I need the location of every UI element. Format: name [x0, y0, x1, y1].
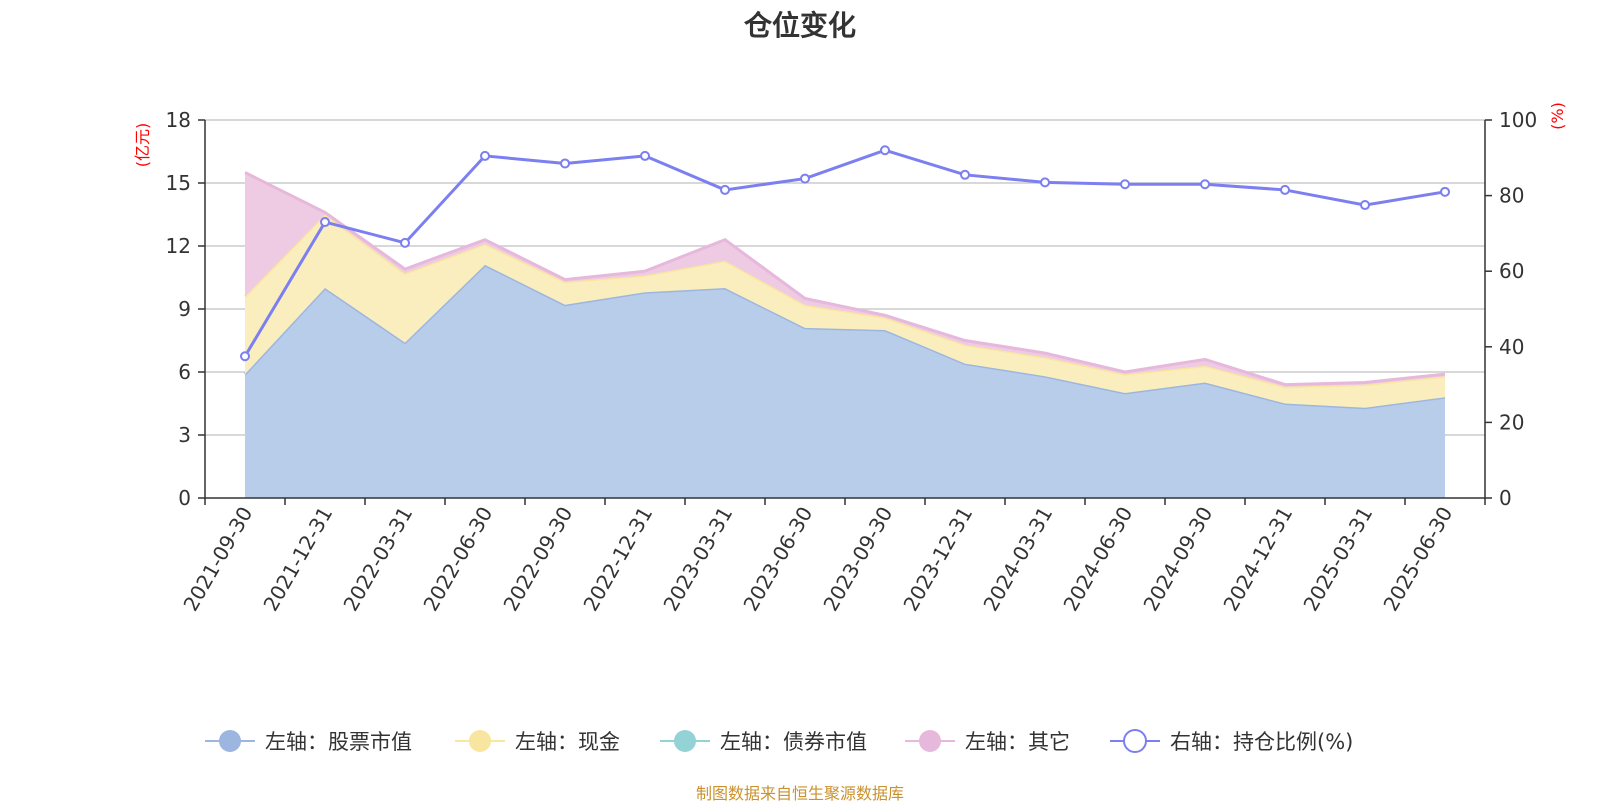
- x-axis-tick-label: 2024-09-30: [1138, 503, 1217, 616]
- ratio-point: [560, 158, 570, 169]
- left-axis-tick-label: 0: [178, 486, 191, 510]
- x-axis-tick-label: 2025-06-30: [1378, 503, 1457, 616]
- x-axis-tick-label: 2022-09-30: [498, 503, 577, 616]
- legend-marker: [219, 730, 241, 752]
- right-axis-tick-label: 80: [1499, 184, 1524, 208]
- line-series: [240, 145, 1450, 362]
- right-axis-tick-label: 40: [1499, 335, 1524, 359]
- ratio-point: [1200, 179, 1210, 190]
- legend-marker: [469, 730, 491, 752]
- x-axis-tick-label: 2025-03-31: [1298, 503, 1377, 616]
- left-axis-tick-label: 3: [178, 423, 191, 447]
- ratio-point: [960, 169, 970, 180]
- legend-item: 右轴：持仓比例(%): [1110, 729, 1353, 754]
- area-line: [244, 171, 1446, 387]
- legend-marker: [919, 730, 941, 752]
- legend-label: 左轴：现金: [515, 730, 620, 754]
- x-axis-tick-label: 2023-09-30: [818, 503, 897, 616]
- legend-item: 左轴：现金: [455, 730, 620, 754]
- area-fill: [245, 264, 1445, 498]
- x-axis-tick-label: 2024-06-30: [1058, 503, 1137, 616]
- x-axis-tick-label: 2022-12-31: [578, 503, 657, 616]
- ratio-point: [880, 145, 890, 156]
- legend-item: 左轴：股票市值: [205, 730, 412, 754]
- legend-label: 左轴：股票市值: [265, 730, 412, 754]
- right-axis-tick-label: 0: [1499, 486, 1512, 510]
- right-axis-unit: (%): [1548, 102, 1567, 130]
- ratio-point: [240, 351, 250, 362]
- legend-label: 左轴：债券市值: [720, 730, 867, 754]
- area-series: [243, 171, 1446, 498]
- x-axis-tick-label: 2022-06-30: [418, 503, 497, 616]
- left-axis-unit: (亿元): [133, 123, 152, 168]
- ratio-point: [1440, 186, 1450, 197]
- x-axis-tick-label: 2024-03-31: [978, 503, 1057, 616]
- data-source-note: 制图数据来自恒生聚源数据库: [695, 784, 904, 803]
- ratio-point: [1120, 179, 1130, 190]
- x-axis-tick-label: 2021-12-31: [258, 503, 337, 616]
- legend: 左轴：股票市值 左轴：现金 左轴：债券市值 左轴：其它 右轴：持仓比例(%): [205, 729, 1353, 754]
- x-axis-tick-label: 2024-12-31: [1218, 503, 1297, 616]
- ratio-point: [480, 150, 490, 161]
- ratio-point: [1040, 177, 1050, 188]
- x-axis-tick-label: 2023-03-31: [658, 503, 737, 616]
- ratio-point: [1360, 200, 1370, 211]
- chart-title: 仓位变化: [743, 9, 856, 42]
- legend-marker: [1123, 729, 1147, 753]
- left-axis-tick-label: 18: [166, 108, 191, 132]
- legend-item: 左轴：其它: [905, 730, 1070, 754]
- left-axis-tick-label: 6: [178, 360, 191, 384]
- ratio-point: [640, 150, 650, 161]
- ratio-point: [320, 217, 330, 228]
- ratio-point: [720, 184, 730, 195]
- right-axis-tick-label: 20: [1499, 410, 1524, 434]
- x-axis-tick-label: 2021-09-30: [178, 503, 257, 616]
- ratio-point: [1280, 184, 1290, 195]
- x-axis-tick-label: 2023-06-30: [738, 503, 817, 616]
- ratio-line: [243, 148, 1446, 358]
- legend-label: 左轴：其它: [965, 730, 1070, 754]
- legend-label: 右轴：持仓比例(%): [1170, 730, 1353, 754]
- ratio-point: [800, 173, 810, 184]
- right-axis-tick-label: 100: [1499, 108, 1537, 132]
- x-axis-tick-label: 2022-03-31: [338, 503, 417, 616]
- ratio-point: [400, 237, 410, 248]
- right-axis-tick-label: 60: [1499, 259, 1524, 283]
- left-axis-tick-label: 15: [166, 171, 191, 195]
- left-axis-tick-label: 9: [178, 297, 191, 321]
- legend-item: 左轴：债券市值: [660, 730, 867, 754]
- x-axis-tick-label: 2023-12-31: [898, 503, 977, 616]
- left-axis-tick-label: 12: [166, 234, 191, 258]
- legend-marker: [674, 730, 696, 752]
